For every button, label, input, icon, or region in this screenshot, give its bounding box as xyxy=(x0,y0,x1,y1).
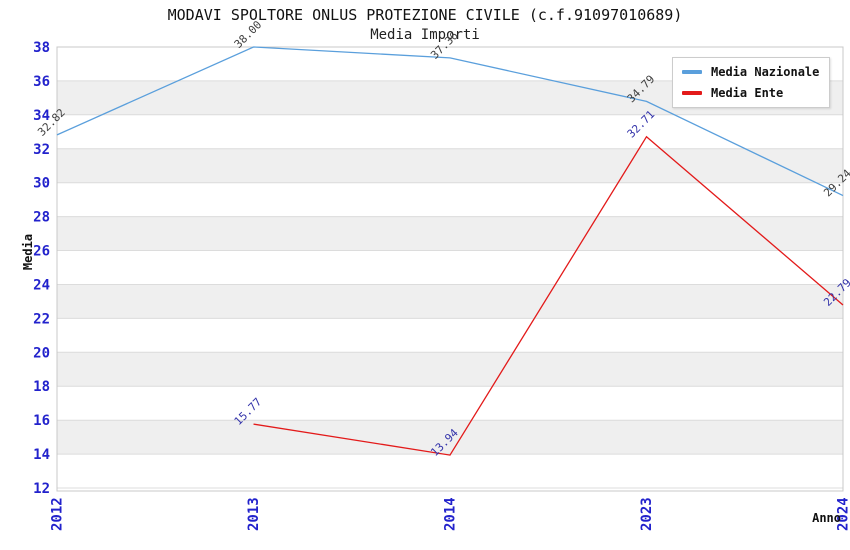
y-tick-label: 16 xyxy=(33,413,50,429)
y-tick-label: 24 xyxy=(33,278,50,294)
y-tick-label: 26 xyxy=(33,244,50,260)
grid-band xyxy=(57,216,843,251)
y-tick-label: 18 xyxy=(33,379,50,395)
legend-label: Media Nazionale xyxy=(711,65,820,79)
legend: Media Nazionale Media Ente xyxy=(672,57,831,108)
y-tick-label: 36 xyxy=(33,74,50,90)
y-tick-label: 12 xyxy=(33,481,50,497)
grid-band xyxy=(57,420,843,455)
series-line-media-ente xyxy=(253,135,844,456)
y-tick-label: 28 xyxy=(33,210,50,226)
x-axis-title: Anno xyxy=(812,511,841,525)
y-tick-label: 30 xyxy=(33,176,50,192)
point-label-media-nazionale-2014: 37.36 xyxy=(428,29,461,62)
grid-band xyxy=(57,284,843,319)
chart-title: MODAVI SPOLTORE ONLUS PROTEZIONE CIVILE … xyxy=(167,6,683,24)
point-label-media-nazionale-2013: 38.00 xyxy=(232,18,265,51)
y-axis-title: Media xyxy=(21,233,35,271)
legend-label: Media Ente xyxy=(711,86,784,100)
grid-band xyxy=(57,148,843,183)
legend-line-swatch-icon xyxy=(682,91,702,95)
x-tick-label-2012: 2012 xyxy=(50,497,66,531)
x-tick-label-2024: 2024 xyxy=(836,497,850,531)
y-tick-label: 22 xyxy=(33,311,50,327)
plot-border xyxy=(56,46,844,492)
legend-item-media-ente: Media Ente xyxy=(682,86,819,100)
y-tick-label: 34 xyxy=(33,108,50,124)
grid-band xyxy=(57,352,843,387)
x-tick-label-2013: 2013 xyxy=(246,497,262,531)
x-tick-label-2014: 2014 xyxy=(443,497,459,531)
chart-subtitle: Media Importi xyxy=(370,27,480,43)
legend-item-media-nazionale: Media Nazionale xyxy=(682,65,819,79)
series-line-media-nazionale xyxy=(56,46,844,197)
y-tick-label: 20 xyxy=(33,345,50,361)
x-tick-label-2023: 2023 xyxy=(639,497,655,531)
y-tick-label: 14 xyxy=(33,447,50,463)
y-tick-label: 38 xyxy=(33,40,50,56)
legend-line-swatch-icon xyxy=(682,70,702,74)
y-tick-label: 32 xyxy=(33,142,50,158)
